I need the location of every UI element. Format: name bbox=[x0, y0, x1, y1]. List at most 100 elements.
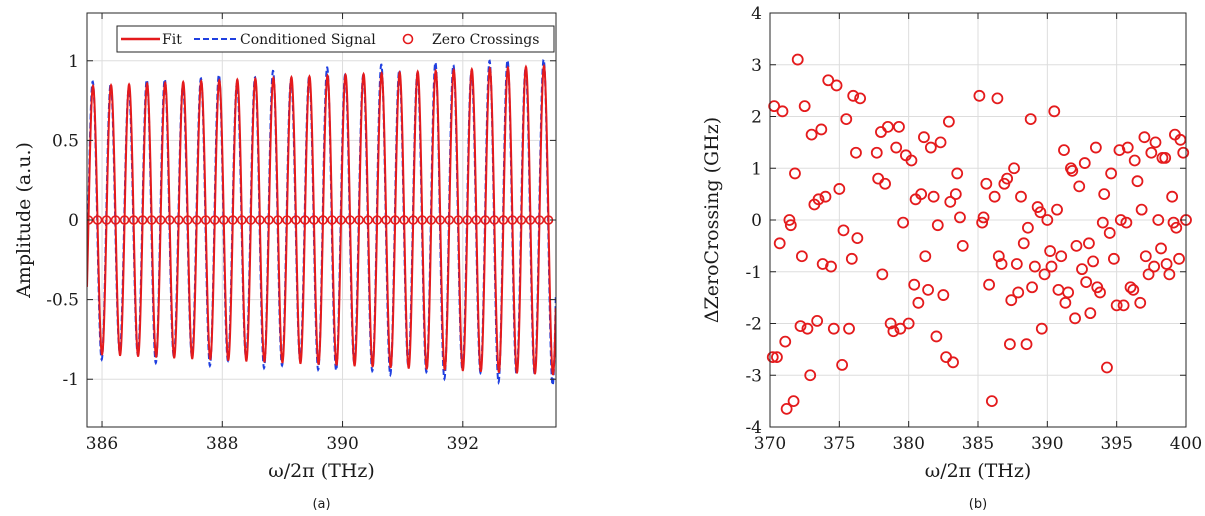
scatter-point-6 bbox=[780, 402, 793, 415]
x-tick-label-b-0: 370 bbox=[754, 434, 786, 454]
scatter-point-138 bbox=[1124, 281, 1137, 294]
scatter-point-40 bbox=[875, 126, 887, 138]
scatter-point-27 bbox=[830, 79, 843, 92]
zero-crossing-point-31 bbox=[363, 215, 373, 225]
series-conditioned-signal bbox=[87, 58, 556, 388]
scatter-point-30 bbox=[837, 224, 850, 237]
scatter-point-41 bbox=[876, 268, 889, 281]
panel-b: 370 375 380 385 390 395 400 -4 -3 -2 -1 0 1 2 3 4 ω/2π (… bbox=[701, 4, 1202, 512]
zero-crossing-point-6 bbox=[137, 215, 148, 225]
x-tick-label-b-5: 395 bbox=[1100, 434, 1132, 454]
scatter-point-110 bbox=[1059, 296, 1072, 309]
x-tick-label-b-1: 375 bbox=[823, 434, 855, 454]
zero-crossing-point-5 bbox=[128, 215, 139, 225]
scatter-point-147 bbox=[1145, 146, 1158, 159]
zero-crossing-point-37 bbox=[417, 215, 428, 225]
scatter-point-82 bbox=[992, 250, 1005, 263]
y-tick-label-b-3: -1 bbox=[745, 263, 762, 283]
x-tick-label-a-1: 388 bbox=[206, 434, 238, 454]
scatter-point-31 bbox=[840, 113, 853, 125]
zero-crossing-point-45 bbox=[489, 215, 500, 225]
zero-crossing-point-3 bbox=[110, 215, 121, 225]
zero-crossing-point-24 bbox=[300, 215, 310, 225]
scatter-point-63 bbox=[931, 219, 944, 232]
y-tick-label-b-1: -3 bbox=[745, 366, 762, 386]
scatter-point-60 bbox=[924, 141, 937, 154]
scatter-point-134 bbox=[1114, 214, 1127, 226]
scatter-point-19 bbox=[811, 315, 824, 327]
scatter-point-115 bbox=[1070, 239, 1083, 252]
caption-b: (b) bbox=[969, 497, 987, 512]
caption-a: (a) bbox=[312, 497, 330, 512]
scatter-point-121 bbox=[1084, 307, 1097, 320]
scatter-point-131 bbox=[1107, 252, 1120, 265]
scatter-point-21 bbox=[815, 123, 828, 136]
scatter-point-135 bbox=[1117, 299, 1130, 312]
scatter-point-28 bbox=[833, 183, 846, 195]
x-tick-label-b-2: 380 bbox=[892, 434, 924, 454]
scatter-point-160 bbox=[1173, 252, 1185, 265]
scatter-point-143 bbox=[1135, 203, 1148, 216]
scatter-point-57 bbox=[918, 131, 930, 144]
scatter-point-47 bbox=[893, 120, 905, 133]
zero-crossing-point-10 bbox=[173, 215, 184, 225]
legend-label-zero-crossings: Zero Crossings bbox=[432, 32, 539, 48]
x-tick-label-b-6: 400 bbox=[1170, 434, 1202, 454]
y-axis-label-b: ΔZeroCrossing (GHz) bbox=[701, 117, 723, 323]
zero-crossing-point-14 bbox=[209, 215, 220, 225]
scatter-point-8 bbox=[784, 219, 797, 232]
zero-crossing-point-48 bbox=[516, 215, 527, 225]
scatter-point-128 bbox=[1101, 361, 1113, 374]
scatter-point-43 bbox=[881, 120, 894, 133]
scatter-point-33 bbox=[845, 252, 858, 265]
zero-crossing-point-16 bbox=[228, 215, 238, 225]
zero-crossing-point-22 bbox=[282, 215, 292, 225]
zero-crossing-point-20 bbox=[264, 215, 274, 225]
scatter-point-13 bbox=[795, 250, 808, 263]
scatter-point-140 bbox=[1128, 154, 1141, 167]
scatter-point-118 bbox=[1078, 157, 1091, 169]
zero-crossing-point-50 bbox=[534, 215, 545, 225]
zero-crossing-point-8 bbox=[155, 215, 166, 225]
scatter-point-39 bbox=[872, 172, 885, 185]
scatter-point-107 bbox=[1052, 283, 1065, 296]
scatter-point-101 bbox=[1038, 268, 1051, 281]
scatter-point-95 bbox=[1024, 113, 1037, 125]
y-tick-label-a-1: -0.5 bbox=[46, 291, 79, 311]
scatter-point-154 bbox=[1160, 258, 1173, 270]
zero-crossing-point-9 bbox=[164, 215, 175, 225]
y-tick-label-a-2: 0 bbox=[68, 211, 79, 231]
scatter-point-149 bbox=[1149, 136, 1162, 149]
scatter-point-88 bbox=[1008, 162, 1020, 175]
scatter-point-58 bbox=[919, 250, 932, 263]
scatter-point-45 bbox=[887, 325, 900, 338]
x-axis-label-b: ω/2π (THz) bbox=[925, 460, 1032, 482]
scatter-point-85 bbox=[1001, 172, 1014, 185]
scatter-point-156 bbox=[1166, 190, 1179, 203]
scatter-point-130 bbox=[1105, 167, 1118, 180]
scatter-point-144 bbox=[1138, 131, 1151, 144]
scatter-point-90 bbox=[1012, 286, 1025, 299]
zero-crossing-point-26 bbox=[318, 215, 328, 225]
zero-crossing-point-21 bbox=[273, 215, 283, 225]
zero-crossing-point-1 bbox=[92, 215, 103, 225]
scatter-point-42 bbox=[879, 177, 891, 190]
scatter-point-79 bbox=[985, 395, 998, 408]
legend-box-a bbox=[116, 25, 555, 53]
scatter-point-36 bbox=[851, 232, 864, 245]
scatter-point-22 bbox=[816, 258, 829, 270]
scatter-point-139 bbox=[1127, 283, 1140, 296]
scatter-point-137 bbox=[1121, 141, 1134, 154]
scatter-point-123 bbox=[1089, 141, 1102, 154]
scatter-point-151 bbox=[1155, 242, 1167, 255]
scatter-point-25 bbox=[825, 260, 837, 273]
y-tick-label-a-0: -1 bbox=[62, 370, 79, 390]
zero-crossing-point-12 bbox=[191, 215, 202, 225]
scatter-point-10 bbox=[789, 167, 801, 180]
scatter-point-91 bbox=[1015, 190, 1027, 203]
scatter-point-106 bbox=[1051, 203, 1063, 216]
zero-crossing-point-30 bbox=[354, 215, 364, 225]
zero-crossing-point-18 bbox=[246, 215, 256, 225]
scatter-point-66 bbox=[940, 351, 953, 364]
